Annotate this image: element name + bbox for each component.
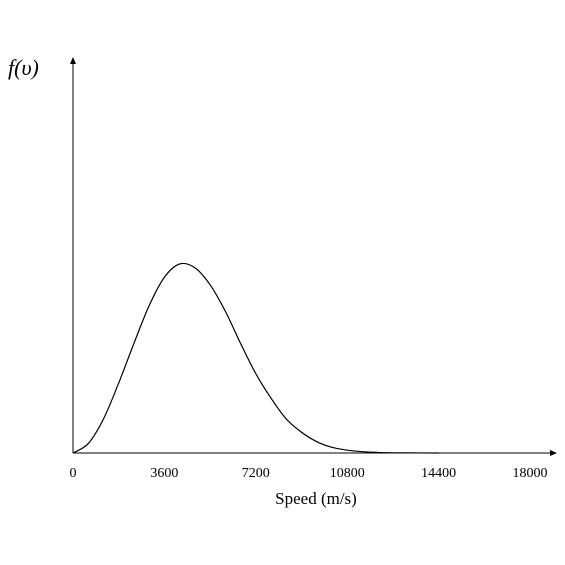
x-tick-label: 18000 (513, 466, 548, 481)
x-tick-label: 3600 (150, 466, 178, 481)
x-tick-label: 7200 (242, 466, 270, 481)
x-tick-label: 10800 (330, 466, 365, 481)
x-tick-label: 0 (70, 466, 77, 481)
distribution-curve (72, 262, 439, 454)
x-axis-title: Speed (m/s) (275, 489, 357, 508)
y-axis-title: f(υ) (8, 55, 39, 80)
x-tick-labels: 0 3600 7200 10800 14400 18000 (70, 466, 548, 481)
x-tick-label: 14400 (421, 466, 456, 481)
